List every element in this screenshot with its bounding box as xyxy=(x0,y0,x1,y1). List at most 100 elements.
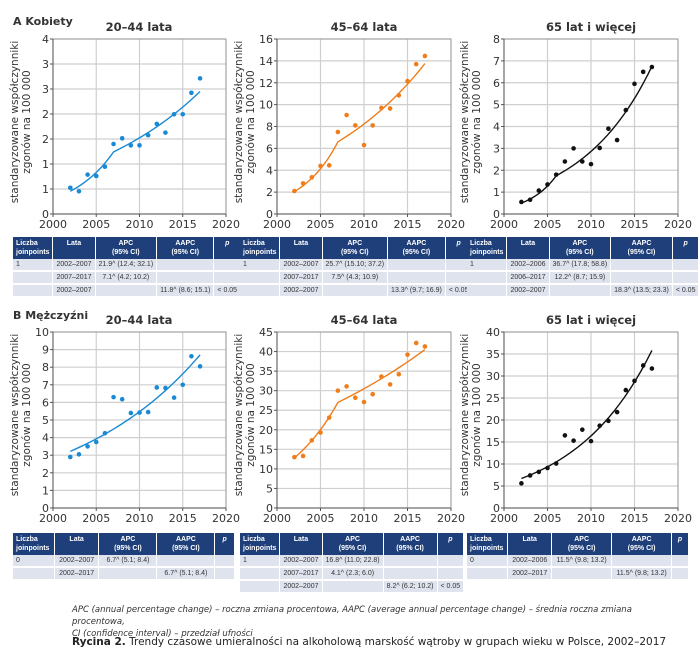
x-tick-label: 2000 xyxy=(39,218,67,231)
cell-apc: 7.5^ (4.3; 10.9) xyxy=(322,271,389,285)
y-axis-label-line2: zgonów na 100 000 xyxy=(245,363,257,467)
header-aapc: AAPC (95% CI) xyxy=(383,533,438,555)
y-axis-label: standaryzowane współczynniki zgonów na 10… xyxy=(9,325,33,505)
y-tick-label: 45 xyxy=(259,326,273,339)
header-apc: APC (95% CI) xyxy=(322,533,384,555)
cell-joinpoints xyxy=(240,271,281,285)
panel-title: 65 lat i więcej xyxy=(545,313,637,327)
data-point xyxy=(387,382,393,387)
data-point xyxy=(588,438,594,444)
cell-joinpoints xyxy=(240,580,281,594)
cell-years: 2006–2017 xyxy=(506,271,550,285)
data-point xyxy=(326,163,332,168)
y-tick-label: 16 xyxy=(259,33,273,46)
cell-years: 2002–2017 xyxy=(54,567,100,581)
table-row: 0 2002–2007 6.7^ (5.1; 8.4) xyxy=(13,555,235,568)
data-point xyxy=(361,142,367,148)
x-tick-label: 2020 xyxy=(212,512,240,525)
cell-years: 2007–2017 xyxy=(279,567,323,581)
data-point xyxy=(93,439,99,445)
header-apc: APC (95% CI) xyxy=(551,533,613,555)
header-joinpoints: Liczba joinpoints xyxy=(13,533,55,555)
cell-apc: 16.8^ (11.0; 22.8) xyxy=(322,555,384,568)
data-point xyxy=(614,137,620,143)
header-years: Lata xyxy=(279,533,323,555)
y-tick-label: 30 xyxy=(259,385,273,398)
data-point xyxy=(68,454,73,460)
data-point xyxy=(562,159,568,164)
x-tick-label: 2000 xyxy=(263,218,291,231)
y-tick-label: 35 xyxy=(259,365,273,378)
data-point xyxy=(189,353,194,359)
cell-joinpoints: 1 xyxy=(13,259,54,272)
x-tick-label: 2005 xyxy=(534,512,562,525)
y-tick-label: 3 xyxy=(42,449,49,462)
x-tick-label: 2015 xyxy=(394,218,422,231)
y-tick-label: 2 xyxy=(42,133,49,146)
y-axis-label: standaryzowane współczynniki zgonów na 10… xyxy=(233,32,257,212)
table-header-row: Liczba joinpoints Lata APC (95% CI) AAPC (95% … xyxy=(13,533,235,555)
x-tick-label: 2005 xyxy=(82,512,110,525)
table-row: 1 2002–2007 21.9^ (12.4; 32.1) xyxy=(13,259,242,272)
y-tick-label: 14 xyxy=(259,55,273,68)
data-point xyxy=(154,385,160,390)
header-apc: APC (95% CI) xyxy=(549,237,612,259)
cell-p xyxy=(671,555,689,568)
trend-line xyxy=(294,63,426,193)
data-point xyxy=(344,112,349,118)
data-point xyxy=(623,387,629,393)
y-tick-label: 5 xyxy=(493,480,500,493)
cell-joinpoints xyxy=(240,284,281,298)
chart-panel: 0 1 1 2 2 3 3 4 2000 2005 2010 2015 2020 xyxy=(39,33,240,231)
data-point xyxy=(379,374,384,379)
x-tick-label: 2010 xyxy=(126,218,154,231)
data-point xyxy=(335,388,341,393)
data-point xyxy=(180,382,186,388)
cell-joinpoints xyxy=(467,567,509,581)
section-label-men: B Mężczyźni xyxy=(13,309,89,322)
cell-years: 2002–2006 xyxy=(507,555,553,568)
cell-years: 2002–2007 xyxy=(52,259,96,272)
x-tick-label: 2010 xyxy=(350,512,378,525)
header-p: p xyxy=(213,237,242,259)
x-tick-label: 2005 xyxy=(82,218,110,231)
y-tick-label: 4 xyxy=(42,432,49,445)
y-tick-label: 15 xyxy=(486,436,500,449)
header-joinpoints: Liczba joinpoints xyxy=(240,237,281,259)
cell-years: 2002–2007 xyxy=(279,580,323,594)
cell-years: 2002–2007 xyxy=(279,284,323,298)
y-tick-label: 7 xyxy=(493,55,500,68)
data-point xyxy=(413,340,419,346)
stats-table: Liczba joinpoints Lata APC (95% CI) AAPC (95% … xyxy=(467,533,689,581)
y-tick-label: 10 xyxy=(486,458,500,471)
data-point xyxy=(119,396,125,402)
chart-panel: 0 5 10 15 20 25 30 35 40 2000 2005 2010 2015 2020 xyxy=(486,326,692,525)
header-aapc: AAPC (95% CI) xyxy=(156,237,215,259)
cell-joinpoints xyxy=(13,284,54,298)
cell-aapc xyxy=(387,271,446,285)
table-row: 2007–2017 7.5^ (4.3; 10.9) xyxy=(240,271,473,285)
cell-apc: 12.2^ (8.7; 15.9) xyxy=(549,271,612,285)
data-point xyxy=(102,430,108,436)
table-row: 2002–2007 18.3^ (13.5; 23.3) < 0.05 xyxy=(467,284,700,298)
stats-table: Liczba joinpoints Lata APC (95% CI) AAPC (95% … xyxy=(240,237,473,298)
data-point xyxy=(137,410,142,415)
stats-table: Liczba joinpoints Lata APC (95% CI) AAPC (95% … xyxy=(467,237,700,298)
header-joinpoints: Liczba joinpoints xyxy=(240,533,281,555)
header-joinpoints: Liczba joinpoints xyxy=(467,533,509,555)
y-tick-label: 1 xyxy=(493,186,500,199)
y-tick-label: 40 xyxy=(486,326,500,339)
x-tick-label: 2000 xyxy=(39,512,67,525)
table-row: 2007–2017 7.1^ (4.2; 10.2) xyxy=(13,271,242,285)
x-tick-label: 2015 xyxy=(621,218,649,231)
panel-title: 20–44 lata xyxy=(105,20,173,34)
header-years: Lata xyxy=(54,533,100,555)
header-p: p xyxy=(214,533,235,555)
x-tick-label: 2020 xyxy=(664,512,692,525)
cell-p xyxy=(672,271,700,285)
data-point xyxy=(300,181,306,186)
y-tick-label: 20 xyxy=(259,424,273,437)
data-point xyxy=(632,81,637,87)
stats-table: Liczba joinpoints Lata APC (95% CI) AAPC (95% … xyxy=(13,237,242,298)
y-tick-label: 5 xyxy=(42,414,49,427)
